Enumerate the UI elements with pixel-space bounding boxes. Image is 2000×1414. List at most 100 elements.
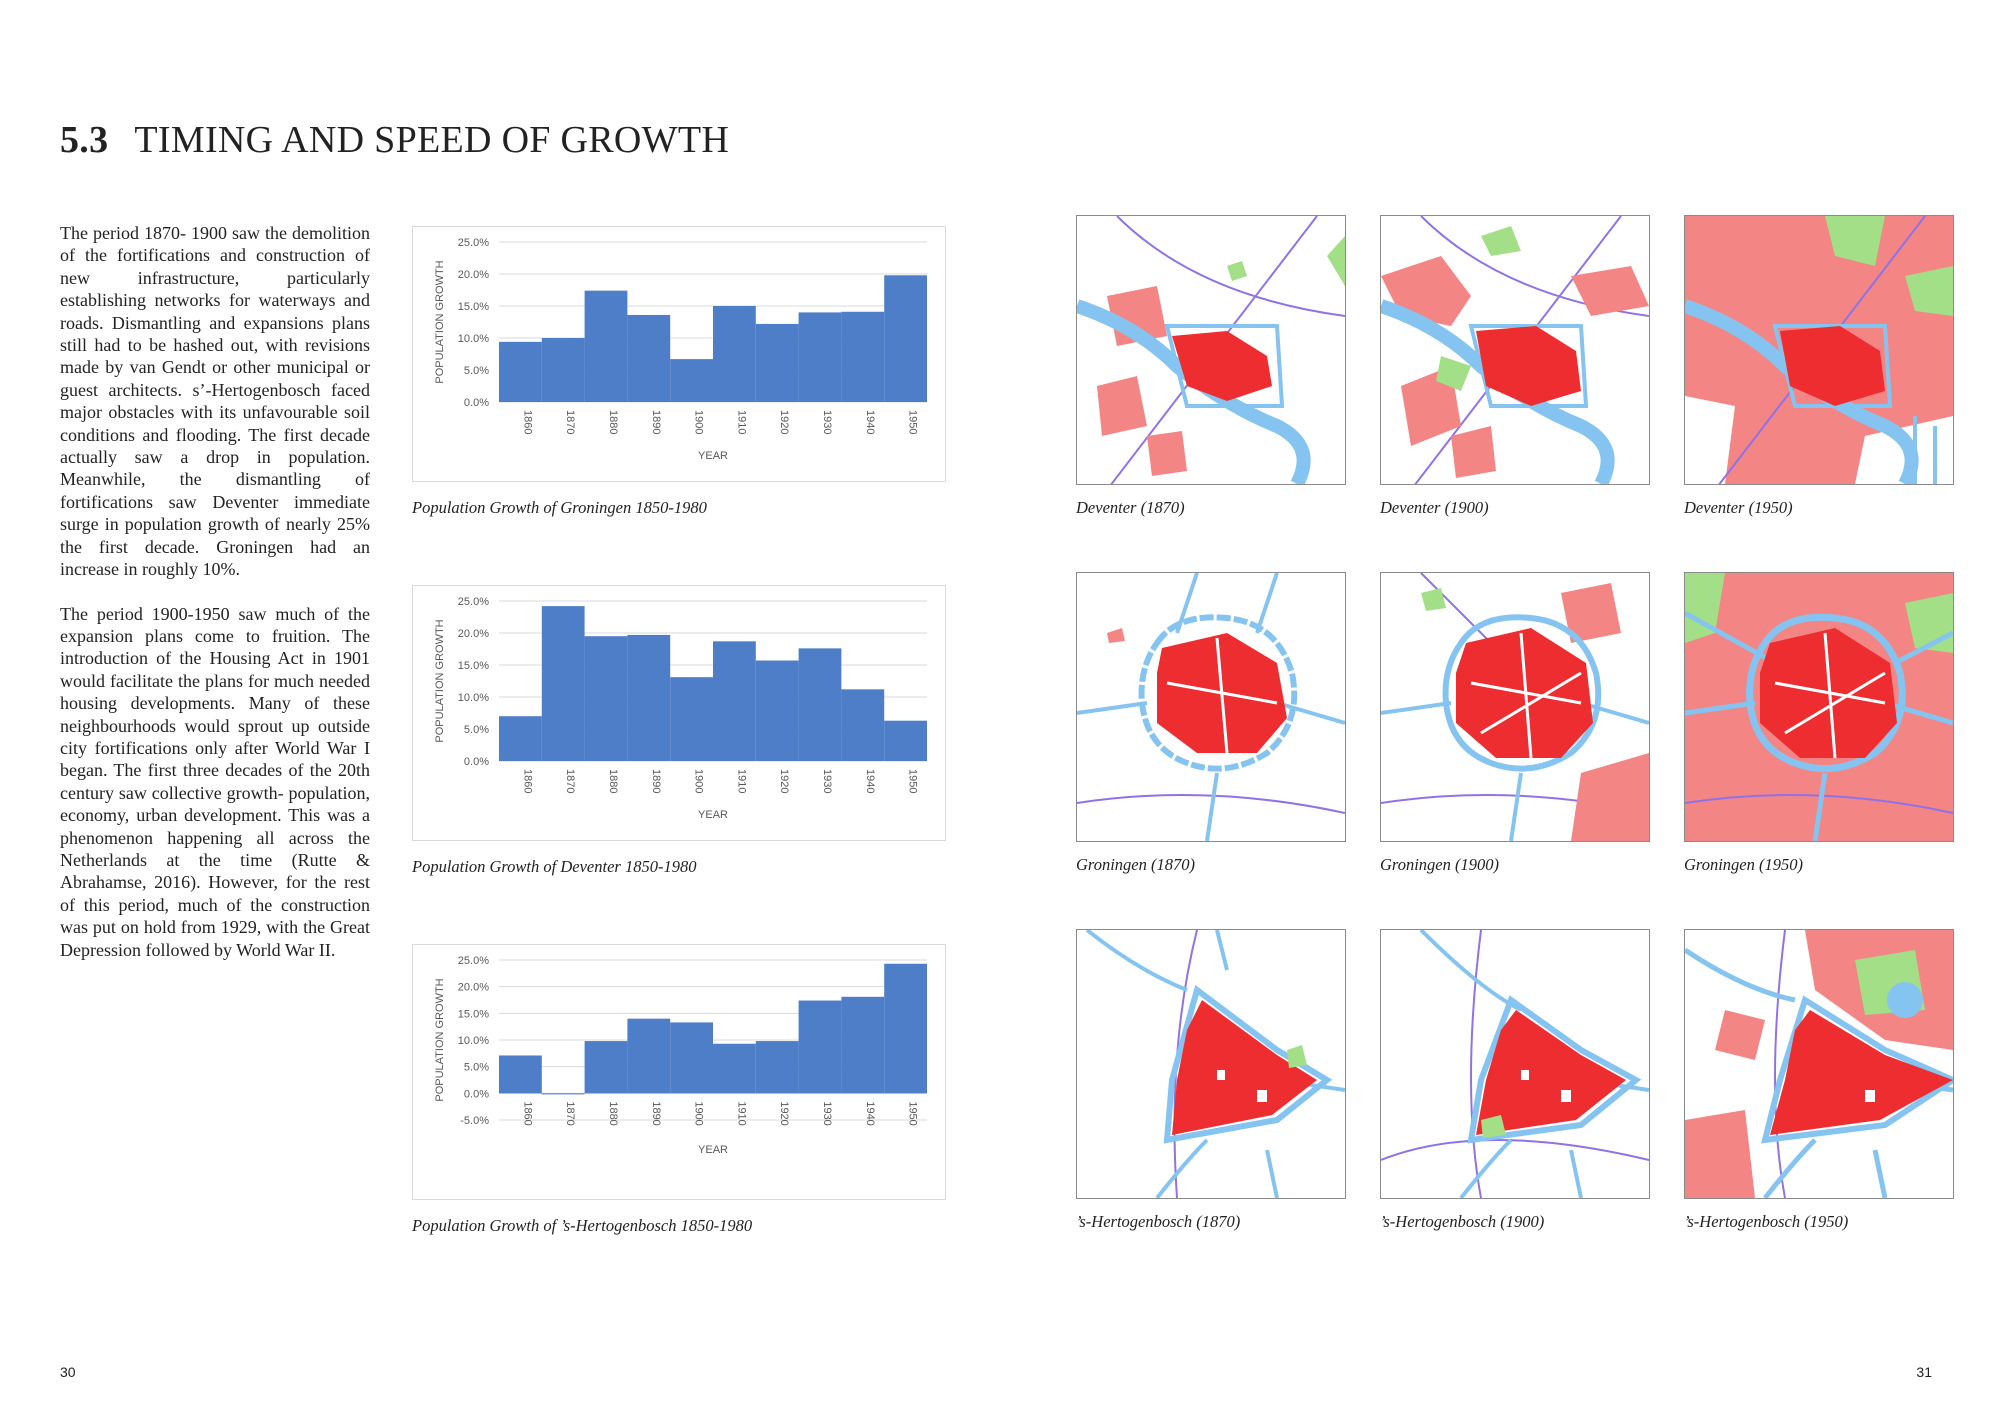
x-tick-label: 1870 bbox=[564, 1101, 576, 1125]
bar-1860 bbox=[499, 1055, 542, 1094]
y-axis-label: POPULATION GROWTH bbox=[434, 619, 446, 742]
map-deventer-1950 bbox=[1684, 215, 1954, 485]
bar-1900 bbox=[670, 677, 713, 761]
x-tick-label: 1890 bbox=[650, 769, 662, 793]
x-tick-label: 1890 bbox=[650, 410, 662, 434]
x-tick-label: 1870 bbox=[564, 769, 576, 793]
x-tick-label: 1900 bbox=[693, 410, 705, 434]
caption-map-groningen-1900: Groningen (1900) bbox=[1380, 855, 1499, 874]
caption-map-hertogenbosch-1870: ’s-Hertogenbosch (1870) bbox=[1076, 1212, 1241, 1231]
bar-1930 bbox=[798, 648, 842, 761]
x-tick-label: 1860 bbox=[521, 1101, 533, 1125]
x-tick-label: 1920 bbox=[778, 769, 790, 793]
bar-1870 bbox=[541, 338, 585, 402]
bar-1860 bbox=[499, 716, 542, 761]
map-hertogenbosch-1870 bbox=[1076, 929, 1346, 1199]
bar-1930 bbox=[798, 1000, 842, 1094]
caption-map-deventer-1870: Deventer (1870) bbox=[1076, 498, 1185, 517]
bar-1860 bbox=[499, 341, 542, 402]
bar-1940 bbox=[841, 689, 885, 761]
y-tick-label: 5.0% bbox=[464, 365, 489, 377]
bar-1920 bbox=[755, 1041, 799, 1094]
y-tick-label: 5.0% bbox=[464, 724, 489, 736]
x-tick-label: 1920 bbox=[778, 1101, 790, 1125]
y-tick-label: 25.0% bbox=[458, 237, 489, 249]
bar-1900 bbox=[670, 359, 713, 402]
caption-chart-hertogenbosch: Population Growth of ’s-Hertogenbosch 18… bbox=[412, 1216, 753, 1235]
bar-1950 bbox=[884, 720, 927, 761]
y-tick-label: 15.0% bbox=[458, 301, 489, 313]
chart-deventer-svg: 0.0% 5.0% 10.0% 15.0% 20.0% 25.0% 1860 1870 1880… bbox=[434, 596, 927, 821]
chart-hertogenbosch: -5.0% 0.0% 5.0% 10.0% 15.0% 20.0% 25.0% 1860 187… bbox=[412, 944, 946, 1200]
x-tick-label: 1950 bbox=[907, 1101, 919, 1125]
x-tick-label: 1890 bbox=[650, 1101, 662, 1125]
bar-1870 bbox=[541, 606, 585, 761]
y-tick-label: 15.0% bbox=[458, 660, 489, 672]
x-axis-label: YEAR bbox=[698, 1144, 728, 1156]
page-number-left: 30 bbox=[60, 1364, 76, 1380]
bar-1890 bbox=[627, 1018, 671, 1094]
bar-1920 bbox=[755, 660, 799, 761]
bar-1910 bbox=[713, 1043, 756, 1094]
x-tick-label: 1910 bbox=[735, 1101, 747, 1125]
x-tick-label: 1930 bbox=[821, 769, 833, 793]
x-tick-label: 1910 bbox=[735, 410, 747, 434]
bar-1900 bbox=[670, 1022, 713, 1094]
x-tick-label: 1880 bbox=[607, 769, 619, 793]
map-groningen-1900 bbox=[1380, 572, 1650, 842]
bar-1880 bbox=[584, 1041, 628, 1094]
x-tick-label: 1860 bbox=[521, 410, 533, 434]
x-tick-label: 1870 bbox=[564, 410, 576, 434]
y-tick-label: 15.0% bbox=[458, 1008, 489, 1020]
y-tick-label: 25.0% bbox=[458, 955, 489, 967]
y-tick-label: 10.0% bbox=[458, 333, 489, 345]
y-tick-label: 5.0% bbox=[464, 1062, 489, 1074]
y-tick-label: 20.0% bbox=[458, 982, 489, 994]
x-tick-label: 1880 bbox=[607, 410, 619, 434]
chart-groningen-svg: 0.0% 5.0% 10.0% 15.0% 20.0% 25.0% 1860 1870 1880… bbox=[434, 237, 927, 462]
x-tick-label: 1860 bbox=[521, 769, 533, 793]
bar-1870 bbox=[541, 1093, 585, 1095]
bar-1880 bbox=[584, 636, 628, 761]
body-text: The period 1870- 1900 saw the demolition… bbox=[60, 222, 370, 983]
y-tick-label: 0.0% bbox=[464, 1088, 489, 1100]
chart-groningen: 0.0% 5.0% 10.0% 15.0% 20.0% 25.0% 1860 1870 1880… bbox=[412, 226, 946, 482]
bar-1910 bbox=[713, 641, 756, 761]
bar-1930 bbox=[798, 312, 842, 402]
chart-deventer: 0.0% 5.0% 10.0% 15.0% 20.0% 25.0% 1860 1870 1880… bbox=[412, 585, 946, 841]
chart-hertogenbosch-svg: -5.0% 0.0% 5.0% 10.0% 15.0% 20.0% 25.0% 1860 187… bbox=[434, 955, 927, 1156]
x-axis-label: YEAR bbox=[698, 450, 728, 462]
y-tick-label: 20.0% bbox=[458, 628, 489, 640]
x-tick-label: 1950 bbox=[907, 769, 919, 793]
x-tick-label: 1940 bbox=[864, 410, 876, 434]
bar-1880 bbox=[584, 290, 628, 402]
y-tick-label: 0.0% bbox=[464, 397, 489, 409]
caption-map-deventer-1900: Deventer (1900) bbox=[1380, 498, 1489, 517]
bar-1940 bbox=[841, 996, 885, 1094]
y-tick-label: 20.0% bbox=[458, 269, 489, 281]
bar-1940 bbox=[841, 311, 885, 402]
caption-map-deventer-1950: Deventer (1950) bbox=[1684, 498, 1793, 517]
map-hertogenbosch-1950 bbox=[1684, 929, 1954, 1199]
page-number-right: 31 bbox=[1916, 1364, 1932, 1380]
bar-1950 bbox=[884, 275, 927, 402]
bar-1950 bbox=[884, 963, 927, 1094]
x-tick-label: 1920 bbox=[778, 410, 790, 434]
section-heading: 5.3 TIMING AND SPEED OF GROWTH bbox=[60, 118, 729, 162]
section-title: TIMING AND SPEED OF GROWTH bbox=[134, 119, 730, 161]
bar-1890 bbox=[627, 634, 671, 761]
y-axis-label: POPULATION GROWTH bbox=[434, 978, 446, 1101]
caption-map-hertogenbosch-1950: ’s-Hertogenbosch (1950) bbox=[1684, 1212, 1849, 1231]
x-tick-label: 1940 bbox=[864, 1101, 876, 1125]
map-deventer-1900 bbox=[1380, 215, 1650, 485]
x-tick-label: 1950 bbox=[907, 410, 919, 434]
y-tick-label: 10.0% bbox=[458, 1035, 489, 1047]
bar-1910 bbox=[713, 306, 756, 402]
body-paragraph-1: The period 1870- 1900 saw the demolition… bbox=[60, 223, 370, 580]
y-tick-label: 10.0% bbox=[458, 692, 489, 704]
map-deventer-1870 bbox=[1076, 215, 1346, 485]
caption-map-groningen-1870: Groningen (1870) bbox=[1076, 855, 1195, 874]
caption-map-groningen-1950: Groningen (1950) bbox=[1684, 855, 1803, 874]
bar-1920 bbox=[755, 323, 799, 402]
section-number: 5.3 bbox=[60, 119, 109, 161]
